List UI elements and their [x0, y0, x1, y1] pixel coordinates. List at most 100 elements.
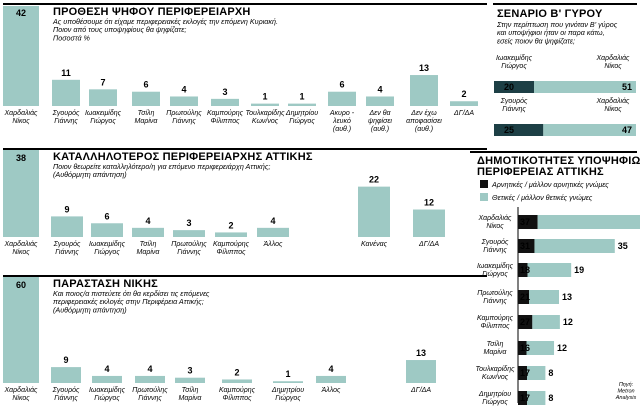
prothesi-bar	[52, 79, 80, 106]
nikis-value-label: 4	[104, 364, 109, 374]
legend-swatch-positive	[480, 193, 488, 201]
nikis-tick-label: Καμπούρης Φίλιππος	[219, 386, 256, 402]
dimotikotites-category-label: Καμπούρης Φίλιππος	[477, 314, 514, 330]
prothesi-value-label: 3	[222, 87, 227, 97]
nikis-value-label: 13	[416, 348, 426, 358]
negative-value-label: 17	[520, 368, 530, 378]
katallilos-tick-label: Πρωτούλης Γιάννης	[171, 240, 207, 256]
negative-value-label: 17	[520, 393, 530, 403]
dimotikotites-title: ΔΗΜΟΤΙΚΟΤΗΤΕΣ ΥΠΟΨΗΦΙΩΝ	[477, 155, 640, 167]
prothesi-value-label: 6	[143, 80, 148, 90]
dimotikotites-category-label: Σγουρός Γιάννης	[481, 238, 509, 254]
senario-title: ΣΕΝΑΡΙΟ Β' ΓΥΡΟΥ	[497, 8, 603, 20]
nikis-bar	[406, 360, 436, 383]
katallilos-value-label: 22	[369, 175, 379, 185]
prothesi-tick-label: Ιωακειμίδης Γιώργος	[85, 109, 122, 125]
prothesi-subtitle: Ποιον από τους υποψηφίους θα ψηφίζατε;	[53, 25, 186, 34]
senario-left-label: Ιωακειμίδης Γιώργος	[496, 54, 533, 70]
senario-right-bar	[534, 81, 636, 93]
prothesi-tick-label: Τουλκαρίδης Κων/νος	[246, 109, 286, 125]
katallilos-value-label: 4	[145, 216, 150, 226]
prothesi-tick-label: ΔΓ/ΔΑ	[453, 110, 474, 117]
dimotikotites-category-label: Χαρδαλιάς Νίκος	[478, 214, 513, 230]
positive-value-label: 35	[618, 241, 628, 251]
dimotikotites-category-label: Ιωακειμίδης Γιώργος	[477, 262, 514, 278]
dimotikotites-axis	[517, 207, 519, 403]
prothesi-tick-label: Σγουρός Γιάννης	[52, 109, 80, 125]
nikis-value-label: 3	[187, 366, 192, 376]
positive-bar	[527, 263, 572, 277]
nikis-tick-label: ΔΓ/ΔΑ	[410, 387, 431, 394]
prothesi-value-label: 11	[61, 68, 71, 78]
prothesi-bar	[3, 6, 39, 106]
prothesi-tick-label: Χαρδαλιάς Νίκος	[4, 109, 39, 125]
katallilos-value-label: 4	[270, 216, 275, 226]
nikis-bar	[175, 377, 205, 383]
nikis-subtitle: περιφερειακές εκλογές στην Περιφέρεια Ατ…	[53, 297, 204, 306]
prothesi-tick-label: Δημητρίου Γιώργος	[285, 109, 318, 125]
katallilos-bar	[51, 216, 83, 237]
dimotikotites-title: ΠΕΡΙΦΕΡΕΙΑΣ ΑΤΤΙΚΗΣ	[477, 166, 604, 178]
positive-value-label: 12	[557, 343, 567, 353]
katallilos-bar	[257, 227, 289, 237]
prothesi-value-label: 42	[16, 8, 26, 18]
prothesi-tick-label: Καμπούρης Φίλιππος	[207, 109, 244, 125]
katallilos-subtitle: Ποιον θεωρείτε καταλληλότερο/η για επόμε…	[53, 162, 270, 171]
prothesi-value-label: 13	[419, 63, 429, 73]
positive-bar	[532, 315, 560, 329]
senario-rule	[493, 3, 637, 5]
prothesi-bar	[251, 103, 279, 106]
positive-value-label: 19	[574, 265, 584, 275]
katallilos-subtitle: (Αυθόρμητη απάντηση)	[53, 170, 127, 179]
nikis-bar	[135, 375, 165, 383]
nikis-subtitle: (Αυθόρμητη απάντηση)	[53, 305, 127, 314]
nikis-bar	[273, 381, 303, 383]
source-note: Πηγή: Metron Analysis	[615, 381, 637, 401]
nikis-tick-label: Τσίλη Μαρίνα	[179, 386, 203, 402]
katallilos-title: ΚΑΤΑΛΛΗΛΟΤΕΡΟΣ ΠΕΡΙΦΕΡΕΙΑΡΧΗΣ ΑΤΤΙΚΗΣ	[53, 151, 313, 163]
dimotikotites-category-label: Πρωτούλης Γιάννης	[477, 289, 513, 305]
prothesi-value-label: 4	[377, 84, 382, 94]
prothesi-bar	[89, 89, 117, 106]
katallilos-tick-label: Τσίλη Μαρίνα	[137, 240, 161, 256]
senario-subtitle: και υποψήφιοι ήταν οι παρα κάτω,	[497, 28, 605, 37]
nikis-value-label: 60	[16, 280, 26, 290]
positive-bar	[527, 366, 546, 380]
senario-right-value: 47	[622, 125, 632, 135]
nikis-rule	[3, 275, 487, 277]
katallilos-tick-label: Κανένας	[361, 240, 388, 248]
katallilos-bar	[3, 150, 39, 237]
dimotikotites-category-label: Τσίλη Μαρίνα	[484, 340, 508, 356]
prothesi-bar	[211, 98, 239, 106]
nikis-tick-label: Δημητρίου Γιώργος	[271, 386, 304, 402]
legend-label-negative: Αρνητικές / μάλλον αρνητικές γνώμες	[491, 180, 609, 189]
prothesi-bar	[288, 103, 316, 106]
katallilos-value-label: 6	[104, 211, 109, 221]
prothesi-rule	[3, 3, 487, 5]
nikis-tick-label: Πρωτούλης Γιάννης	[132, 386, 168, 402]
prothesi-tick-label: Δεν έχω αποφασίσει (αυθ.)	[406, 109, 442, 133]
nikis-bar	[222, 379, 252, 383]
senario-subtitle: Στην περίπτωση που γινόταν Β' γύρος	[496, 20, 618, 29]
senario-left-value: 20	[504, 82, 514, 92]
katallilos-value-label: 3	[186, 218, 191, 228]
nikis-tick-label: Σγουρός Γιάννης	[52, 386, 80, 402]
negative-bar	[518, 391, 528, 405]
legend-swatch-negative	[480, 180, 488, 188]
negative-bar	[518, 366, 528, 380]
negative-value-label: 37	[520, 217, 530, 227]
negative-value-label: 16	[520, 343, 530, 353]
prothesi-subtitle: Ας υποθέσουμε ότι είχαμε περιφερειακές ε…	[52, 17, 278, 26]
nikis-bar	[51, 367, 81, 383]
katallilos-bar	[132, 227, 164, 237]
prothesi-value-label: 1	[262, 92, 267, 102]
katallilos-bar	[215, 232, 247, 237]
negative-value-label: 27	[520, 317, 530, 327]
nikis-value-label: 4	[328, 364, 333, 374]
senario-left-bar	[494, 81, 534, 93]
prothesi-value-label: 1	[299, 92, 304, 102]
senario-right-value: 51	[622, 82, 632, 92]
positive-value-label: 8	[548, 368, 553, 378]
